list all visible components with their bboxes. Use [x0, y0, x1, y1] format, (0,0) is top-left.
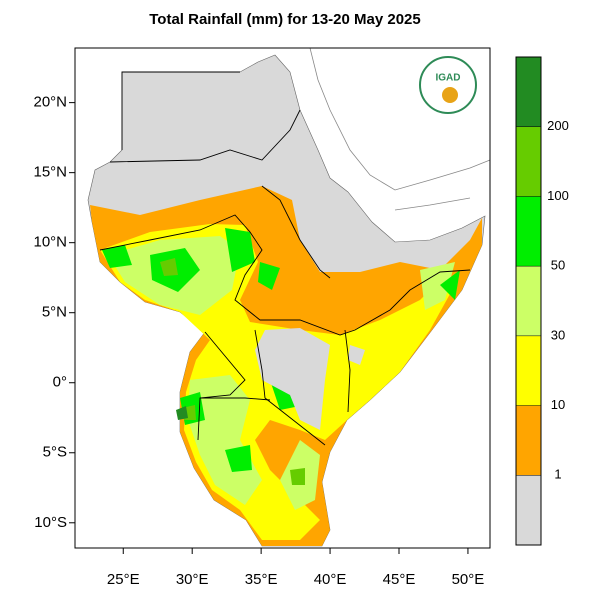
rain-darkgreen: [176, 406, 188, 420]
colorbar-segment: [516, 266, 541, 336]
border: [200, 397, 271, 401]
colorbar-segment: [516, 57, 541, 127]
y-tick-label: 20°N: [33, 94, 67, 111]
dry-patch: [255, 328, 365, 430]
colorbar-segment: [516, 405, 541, 476]
colorbar-label: 1: [554, 467, 561, 482]
plot-frame: [74, 47, 491, 549]
title: Total Rainfall (mm) for 13-20 May 2025: [149, 11, 420, 28]
border: [254, 329, 326, 446]
y-tick-label: 5°N: [42, 304, 67, 321]
rain-lightgreen: [108, 236, 455, 510]
border: [197, 331, 246, 441]
y-tick-label: 10°N: [33, 234, 67, 251]
logo-africa: [442, 87, 458, 103]
x-tick-label: 45°E: [383, 571, 416, 588]
y-tick-label: 15°N: [33, 164, 67, 181]
colorbar-label: 10: [551, 397, 565, 412]
colorbar-segment: [516, 475, 541, 545]
border: [121, 71, 240, 150]
x-tick-label: 40°E: [314, 571, 347, 588]
border: [109, 109, 301, 163]
colorbar-label: 200: [547, 118, 569, 133]
y-tick-label: 10°S: [34, 514, 67, 531]
colorbar-segment: [516, 126, 541, 197]
colorbar-segment: [516, 196, 541, 267]
border: [261, 185, 331, 279]
y-tick-label: 5°S: [43, 444, 67, 461]
colorbar-segment: [516, 335, 541, 406]
x-tick-label: 30°E: [176, 571, 209, 588]
colorbar-frame: [515, 56, 542, 546]
logo-text: IGAD: [436, 73, 461, 84]
y-tick-label: 0°: [53, 374, 67, 391]
x-tick-label: 35°E: [245, 571, 278, 588]
coastline: [394, 197, 471, 211]
x-tick-label: 50°E: [452, 571, 485, 588]
border: [344, 329, 351, 413]
coastline: [309, 47, 491, 191]
logo: [419, 56, 477, 114]
x-tick-label: 25°E: [107, 571, 140, 588]
border: [99, 214, 471, 336]
colorbar-label: 50: [551, 258, 565, 273]
colorbar-label: 100: [547, 188, 569, 203]
colorbar-label: 30: [551, 327, 565, 342]
